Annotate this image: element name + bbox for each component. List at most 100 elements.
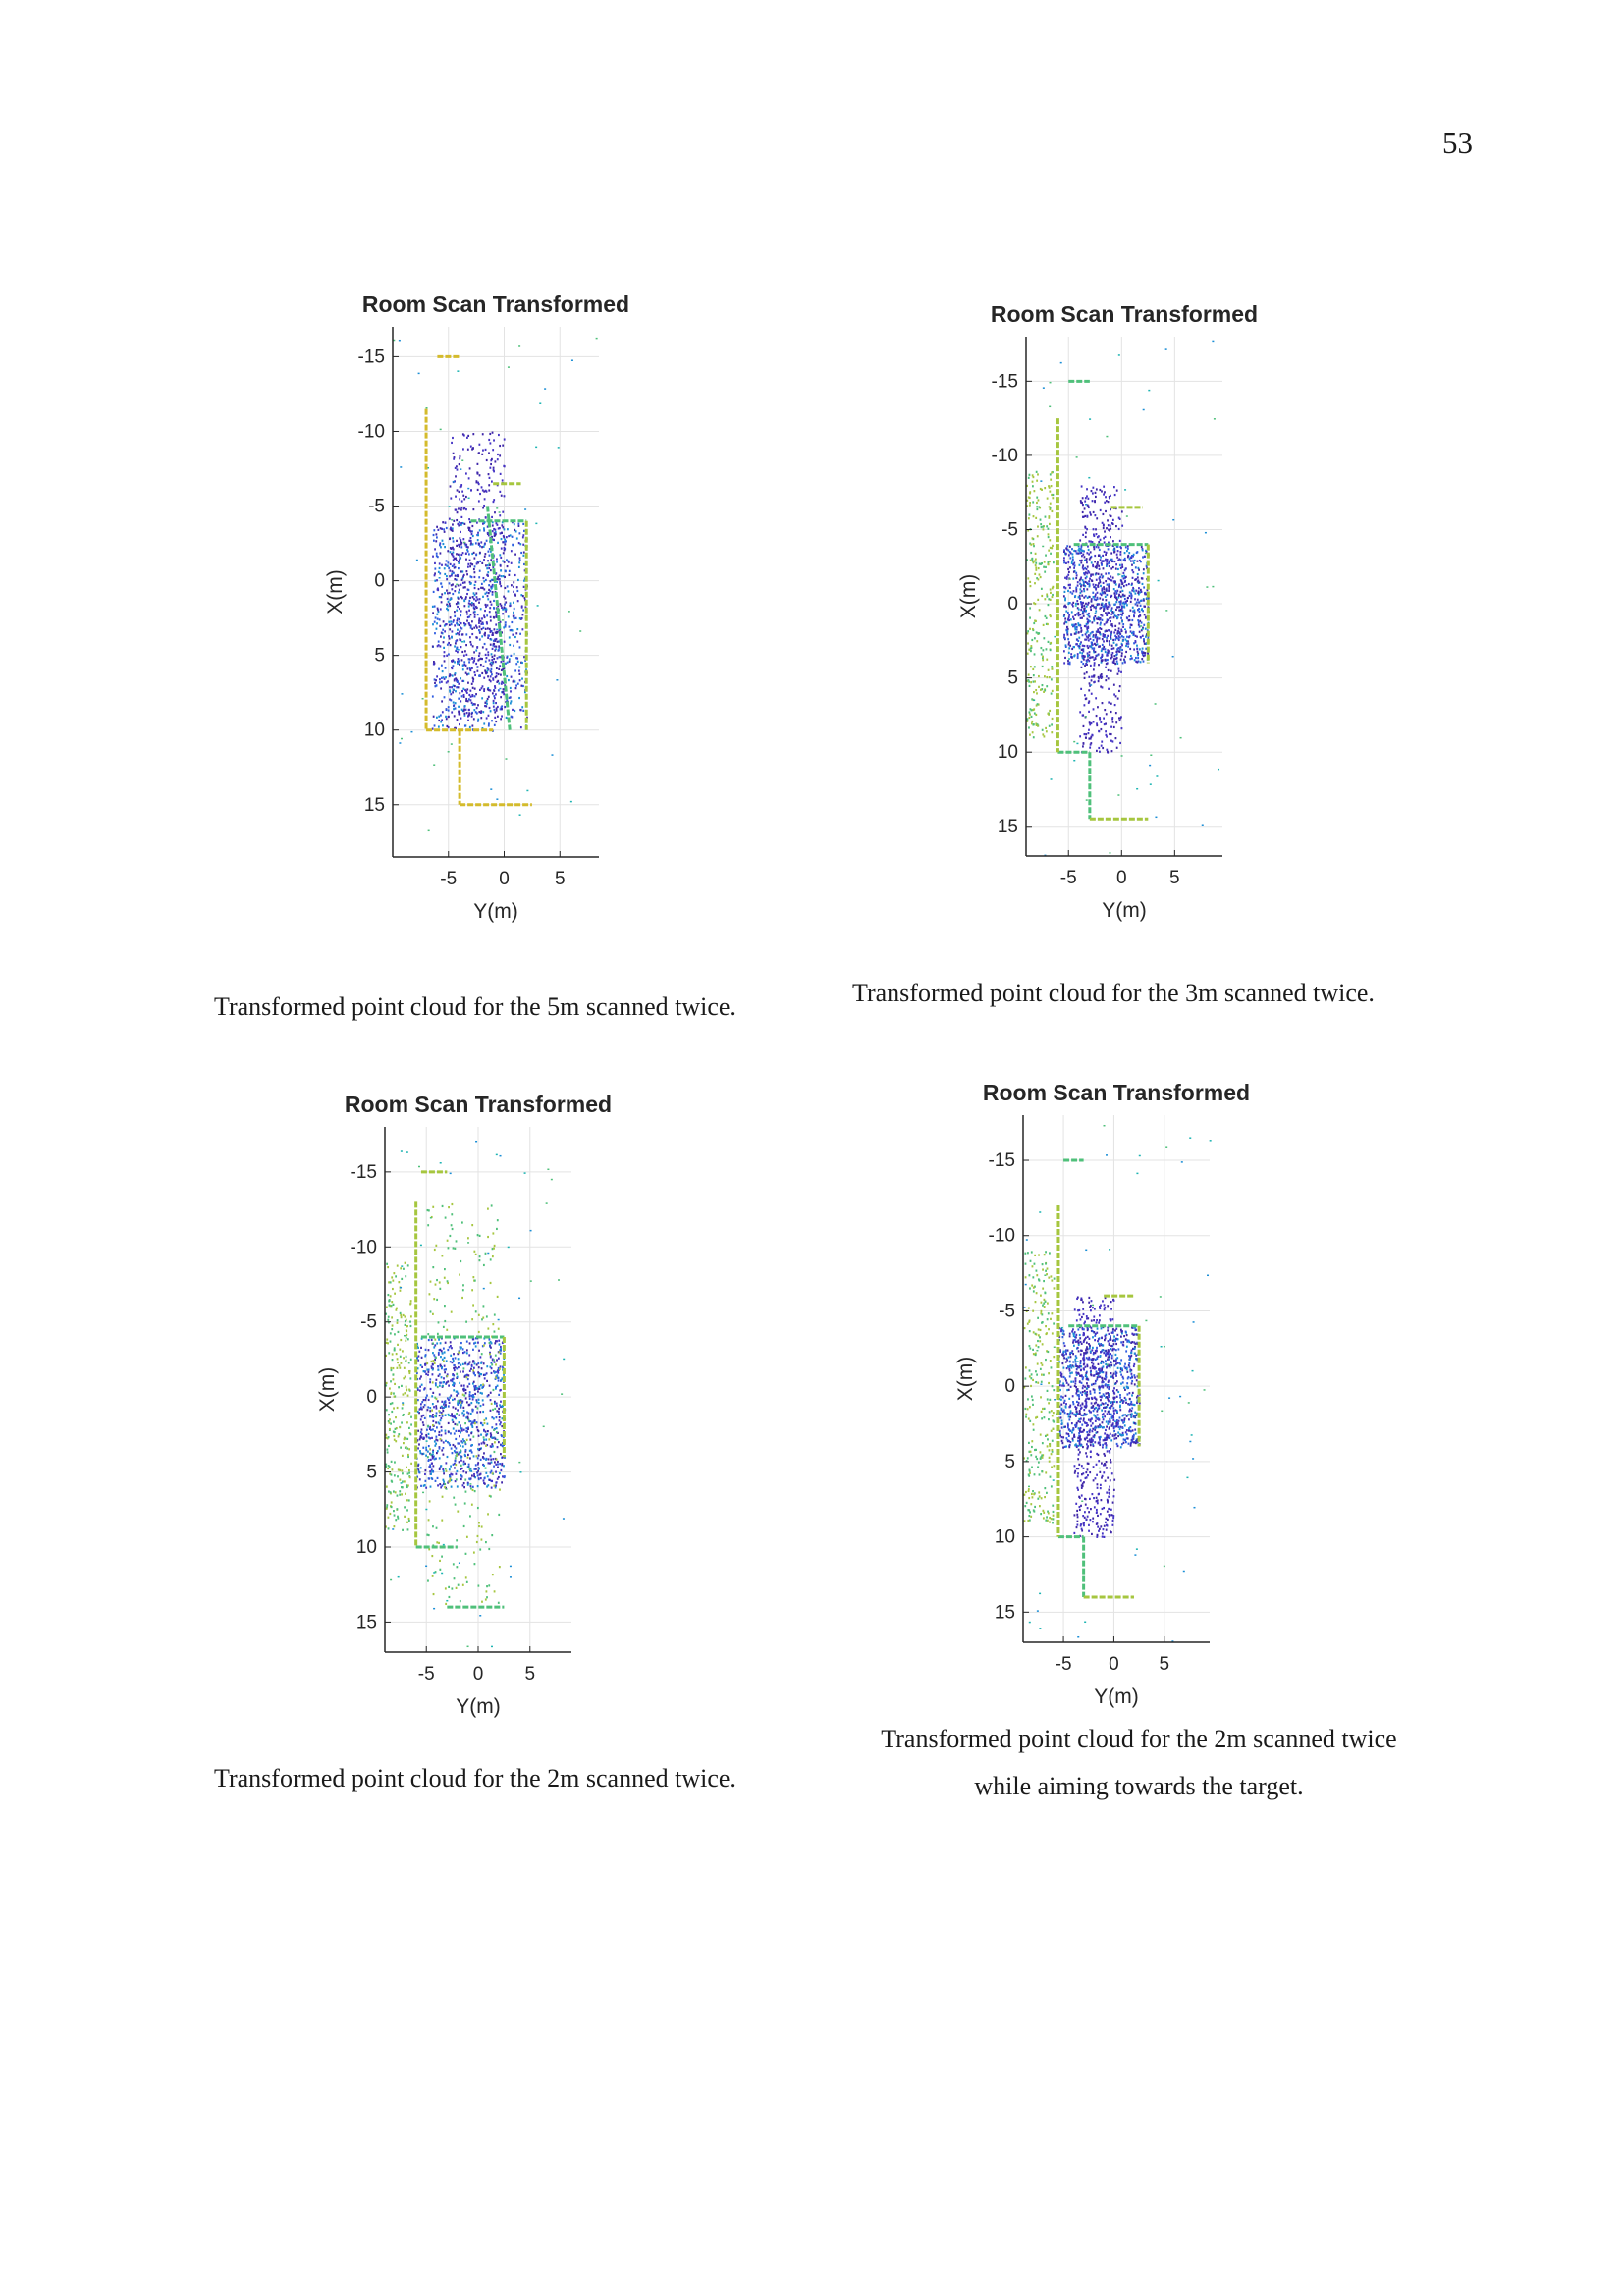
figure-2m-aimed-scan: -15 -10 -5 0 5 10 15 -5 0 5 Room Scan Transformed Y… [943,1078,1326,1726]
scan-point [1068,647,1071,650]
scan-point [1100,561,1103,564]
scan-point [453,679,456,682]
scan-point [486,595,489,598]
scan-point [478,601,480,604]
scan-point [513,590,515,593]
scan-point [1046,675,1049,679]
scan-point [1112,580,1115,583]
scan-point [497,1601,500,1604]
scan-point [443,530,446,533]
scan-point [1117,667,1120,670]
scan-point [417,1429,420,1432]
scan-point [471,627,474,630]
scan-point [470,601,473,605]
scan-point [1093,658,1096,661]
scan-point [1095,564,1098,568]
scan-point [491,585,494,588]
scan-point [432,1352,434,1355]
scan-point [499,1154,502,1157]
scan-point [1101,1366,1104,1369]
scan-point [465,712,468,715]
scan-point [504,684,507,687]
scan-point [476,1534,479,1538]
scan-point [485,1315,488,1318]
scan-point [1108,701,1110,704]
scan-point [492,500,495,504]
scan-point [385,1485,388,1488]
scan-point [427,1424,430,1427]
scan-point [392,1373,395,1376]
scan-point [476,646,479,649]
scan-point [1032,543,1035,546]
scan-point [1035,470,1038,473]
scan-point [443,528,446,531]
scan-point [1083,624,1086,628]
x-tick-label: -5 [440,869,457,889]
scan-point [1122,636,1125,639]
scan-point [389,1402,392,1406]
scan-point [1110,725,1112,728]
scan-point [454,1451,457,1454]
scan-point [483,1481,485,1485]
scan-point [402,1350,404,1353]
scan-point [491,1445,494,1448]
scan-point [385,1507,388,1510]
scan-point [1082,580,1085,583]
scan-point [496,1219,499,1222]
scan-point [1073,632,1076,635]
scan-point [489,580,492,583]
scan-point [405,1445,407,1449]
scan-point [464,1490,467,1493]
scan-point [462,1409,465,1413]
scan-point [1113,631,1116,634]
scan-point [390,1460,393,1463]
scan-point [400,1150,403,1152]
scan-point [450,693,453,696]
scan-point [494,1402,496,1405]
scan-point [445,681,448,684]
scan-point [477,1362,480,1365]
scan-point [461,1362,464,1365]
scan-point [491,692,494,695]
scan-point [500,585,503,588]
scan-point [445,1382,448,1385]
scan-point [497,1441,500,1444]
scan-point [502,541,505,544]
scan-point [499,1463,502,1466]
scan-point [1093,662,1096,665]
scan-point [1136,1399,1139,1402]
scan-point [490,1461,493,1464]
scan-point [469,565,471,568]
scan-point [535,446,538,449]
scan-point [1080,585,1082,588]
scan-point [398,1386,400,1389]
scan-point [469,1420,472,1423]
scan-point [1099,674,1102,677]
y-tick-label: 15 [364,795,385,816]
scan-point [432,715,435,718]
scan-point [464,1454,466,1458]
scan-point [470,1363,473,1366]
scan-point [468,1382,471,1385]
scan-point [1107,605,1110,609]
scan-point [1070,1380,1073,1383]
scan-point [495,1463,498,1466]
scan-point [1089,1390,1092,1393]
scan-point [1085,671,1088,674]
scan-point [492,449,495,452]
scan-point [395,1352,398,1356]
scan-point [1097,679,1100,683]
scan-point [518,559,521,561]
scan-point [417,1355,420,1358]
scan-point [1134,566,1137,569]
scan-point [1078,594,1081,597]
scan-point [469,640,472,644]
scan-point [461,1400,464,1403]
scan-point [394,1461,396,1464]
scan-point [438,667,440,670]
scan-point [475,1421,478,1424]
scan-point [1089,645,1091,648]
scan-point [472,677,475,681]
scan-point [1116,672,1119,675]
scan-point [450,620,453,623]
